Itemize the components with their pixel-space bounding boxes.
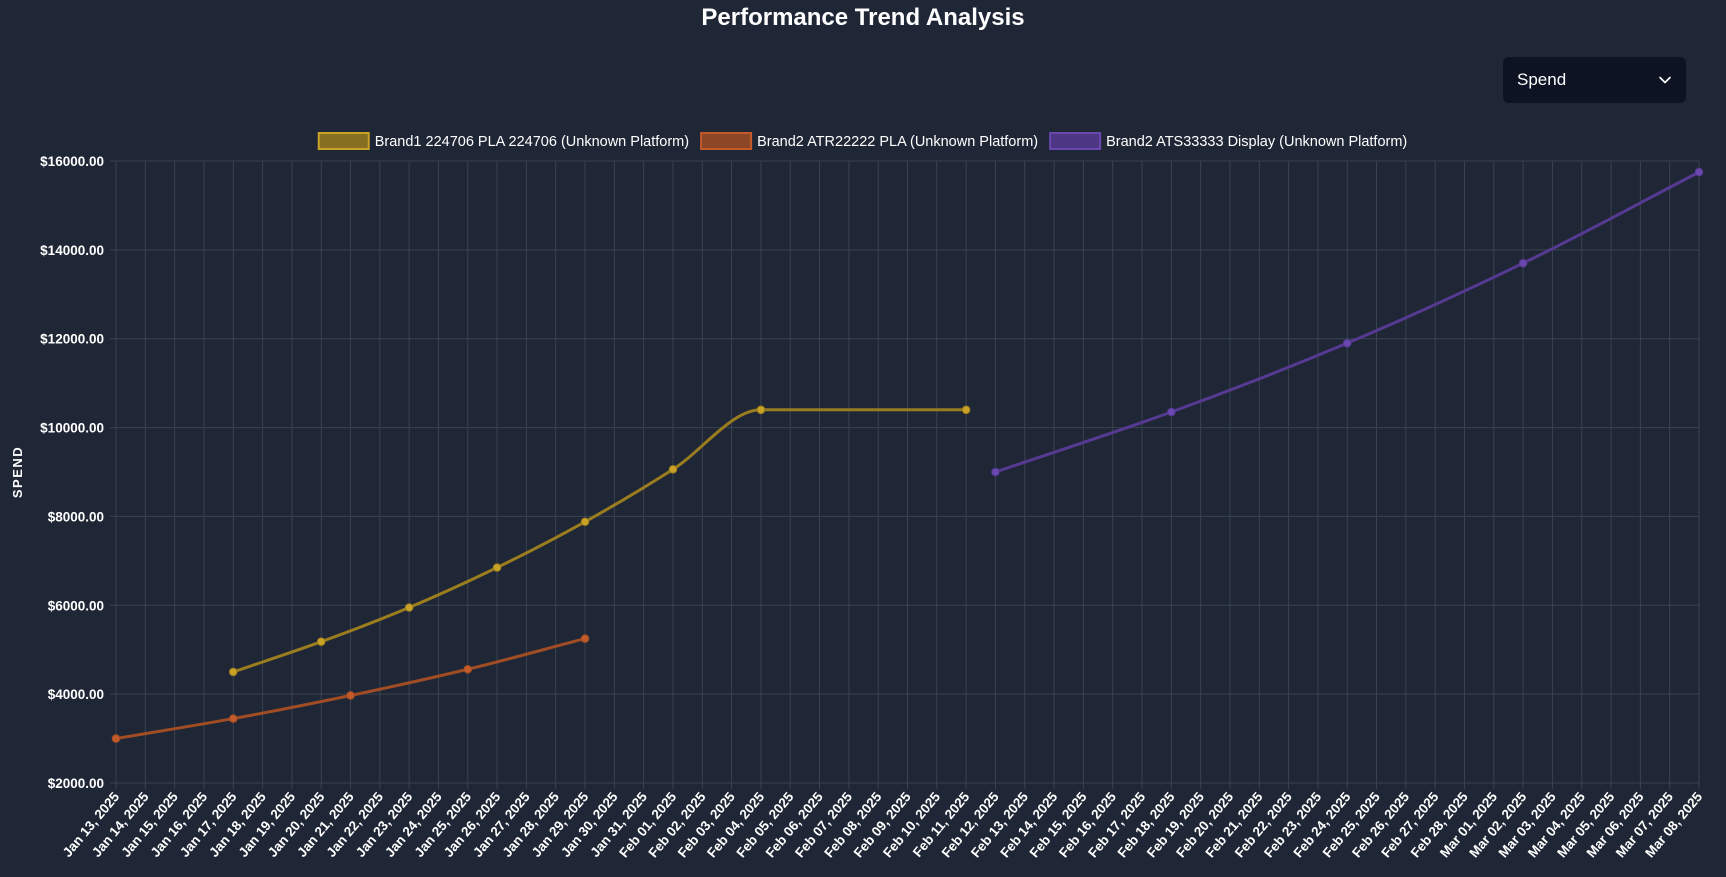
data-point[interactable] — [1167, 407, 1176, 417]
y-tick-label: $8000.00 — [48, 509, 104, 524]
axis-layer: SPEND $2000.00 $4000.00 $6000.00 $8000.00 $1… — [10, 154, 1706, 860]
data-point[interactable] — [991, 467, 1000, 477]
grid-layer — [110, 160, 1700, 789]
y-tick-label: $16000.00 — [40, 154, 104, 169]
legend-swatch[interactable] — [1049, 132, 1102, 150]
y-tick-label: $2000.00 — [48, 776, 104, 791]
data-point[interactable] — [1694, 167, 1704, 177]
data-point[interactable] — [492, 563, 502, 572]
data-point[interactable] — [1342, 338, 1352, 348]
y-tick-label: $14000.00 — [40, 243, 104, 258]
data-point[interactable] — [580, 634, 590, 643]
y-tick-label: $6000.00 — [48, 598, 104, 613]
legend-label: Brand2 ATS33333 Display (Unknown Platfor… — [1106, 134, 1407, 150]
legend-label: Brand1 224706 PLA 224706 (Unknown Platfo… — [375, 134, 689, 150]
series-2 — [111, 634, 590, 743]
legend-swatch[interactable] — [700, 132, 753, 150]
data-point[interactable] — [756, 405, 766, 415]
data-point[interactable] — [463, 664, 473, 674]
data-point[interactable] — [228, 667, 238, 677]
chevron-down-icon — [1659, 76, 1671, 84]
y-tick-label: $4000.00 — [48, 687, 104, 702]
data-point[interactable] — [111, 734, 121, 743]
series-3 — [991, 167, 1704, 477]
data-point[interactable] — [228, 714, 238, 723]
y-tick-label: $10000.00 — [40, 421, 104, 436]
metric-select-value: Spend — [1517, 70, 1567, 89]
y-tick-label: $12000.00 — [40, 332, 104, 347]
series-1 — [228, 405, 971, 677]
data-point[interactable] — [961, 405, 971, 415]
data-point[interactable] — [316, 637, 326, 647]
data-point[interactable] — [346, 691, 355, 700]
legend-swatch[interactable] — [317, 132, 370, 150]
data-point[interactable] — [580, 517, 590, 527]
series-layer — [111, 167, 1704, 743]
legend-label: Brand2 ATR22222 PLA (Unknown Platform) — [757, 134, 1038, 150]
metric-select[interactable]: Spend — [1503, 57, 1686, 103]
data-point[interactable] — [1518, 258, 1528, 268]
data-point[interactable] — [404, 603, 414, 612]
data-point[interactable] — [668, 465, 678, 474]
page-title: Performance Trend Analysis — [701, 4, 1025, 31]
series-line — [231, 408, 968, 674]
y-axis-title: SPEND — [10, 446, 25, 498]
legend: Brand1 224706 PLA 224706 (Unknown Platfo… — [317, 132, 1407, 150]
